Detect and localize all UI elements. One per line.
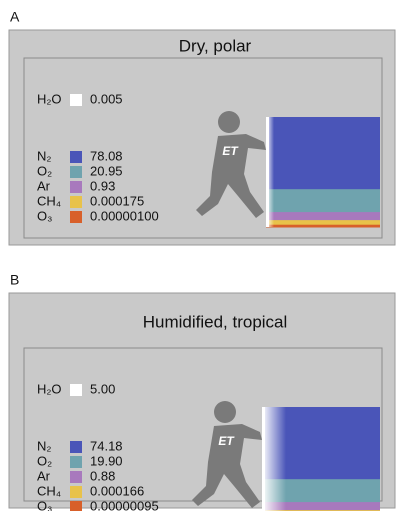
panel-title: Humidified, tropical: [143, 312, 288, 331]
gas-value: 20.95: [90, 163, 123, 178]
gas-formula: CH₄: [37, 193, 61, 208]
gas-swatch: [70, 456, 82, 468]
water-vapor: [262, 407, 286, 511]
gas-swatch: [70, 384, 82, 396]
gas-value: 5.00: [90, 381, 115, 396]
person: [196, 111, 266, 218]
panel: A Dry, polar H₂O 0.005 N₂ 78.08 O₂ 20.95 Ar 0.93 C…: [8, 9, 396, 246]
gas-formula: O₃: [37, 498, 52, 511]
panel: B Humidified, tropical H₂O 5.00 N₂ 74.18 O₂ 19.…: [8, 272, 396, 511]
gas-swatch: [70, 151, 82, 163]
person-body: [196, 134, 266, 218]
gas-value: 0.88: [90, 468, 115, 483]
gas-value: 0.000175: [90, 193, 144, 208]
gas-formula: N₂: [37, 148, 51, 163]
panel-label: B: [10, 272, 19, 288]
gas-value: 0.00000100: [90, 208, 159, 223]
gas-formula: Ar: [37, 468, 51, 483]
gas-value: 19.90: [90, 453, 123, 468]
person-head: [218, 111, 240, 133]
column-layer: [266, 189, 380, 213]
gas-swatch: [70, 501, 82, 511]
gas-value: 74.18: [90, 438, 123, 453]
gas-formula: N₂: [37, 438, 51, 453]
column-layer: [266, 212, 380, 221]
gas-swatch: [70, 471, 82, 483]
column-layer: [262, 502, 380, 511]
person-head: [214, 401, 236, 423]
gas-swatch: [70, 441, 82, 453]
column-layer: [266, 220, 380, 226]
gas-formula: O₂: [37, 163, 52, 178]
person: [192, 401, 262, 508]
gas-formula: O₂: [37, 453, 52, 468]
shirt-text: ET: [218, 434, 235, 448]
inner-box: [23, 57, 383, 239]
gas-formula: CH₄: [37, 483, 61, 498]
gas-swatch: [70, 486, 82, 498]
gas-formula: H₂O: [37, 381, 62, 396]
gas-swatch: [70, 166, 82, 178]
water-vapor-edge: [262, 407, 265, 511]
gas-swatch: [70, 181, 82, 193]
gas-swatch: [70, 196, 82, 208]
column-layer: [266, 224, 380, 228]
gas-formula: Ar: [37, 178, 51, 193]
column-layer: [266, 117, 380, 190]
gas-value: 0.005: [90, 91, 123, 106]
column-layer: [262, 479, 380, 503]
water-vapor: [266, 117, 274, 227]
shirt-text: ET: [222, 144, 239, 158]
gas-swatch: [70, 94, 82, 106]
gas-formula: H₂O: [37, 91, 62, 106]
gas-value: 0.93: [90, 178, 115, 193]
gas-value: 0.000166: [90, 483, 144, 498]
person-body: [192, 424, 262, 508]
panel-label: A: [10, 9, 20, 25]
gas-value: 0.00000095: [90, 498, 159, 511]
panel-title: Dry, polar: [179, 36, 252, 55]
gas-value: 78.08: [90, 148, 123, 163]
gas-formula: O₃: [37, 208, 52, 223]
gas-swatch: [70, 211, 82, 223]
water-vapor-edge: [266, 117, 269, 227]
